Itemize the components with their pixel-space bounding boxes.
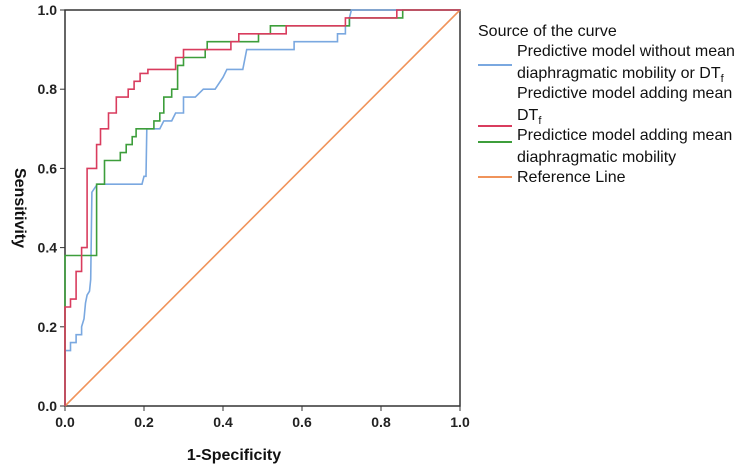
legend-label-text: diaphragmatic mobility <box>517 149 676 166</box>
legend-label-subscript: f <box>538 115 542 127</box>
x-tick-label: 0.2 <box>134 414 154 430</box>
y-tick-label: 0.4 <box>38 240 58 256</box>
y-tick-label: 0.2 <box>38 319 58 335</box>
y-axis-title: Sensitivity <box>11 168 28 248</box>
legend-label-text: DT <box>517 107 539 124</box>
legend-label-text: Predictive model adding mean <box>517 85 732 102</box>
legend-label: Predictive model adding mean <box>517 85 732 102</box>
legend-title: Source of the curve <box>478 23 617 40</box>
legend-label-text: Reference Line <box>517 169 626 186</box>
x-tick-label: 0.0 <box>55 414 75 430</box>
series-layer <box>64 9 461 407</box>
x-axis-title: 1-Specificity <box>187 447 281 464</box>
y-tick-label: 0.8 <box>38 81 58 97</box>
legend-label: Predictive model without mean <box>517 43 735 60</box>
legend-label: DTf <box>517 107 542 127</box>
legend-label: diaphragmatic mobility or DTf <box>517 65 725 85</box>
series-line-3 <box>64 9 461 407</box>
axis-ticks: 0.0 0.2 0.4 0.6 0.8 1.0 0.0 0.2 0.4 0.6 0.8 1.0 <box>38 2 470 430</box>
legend-label: diaphragmatic mobility <box>517 149 676 166</box>
legend: Predictive model without mean diaphragmat… <box>478 43 735 186</box>
x-tick-label: 0.8 <box>371 414 391 430</box>
series-line-0 <box>64 9 460 406</box>
legend-label-text: diaphragmatic mobility or DT <box>517 65 721 82</box>
x-tick-label: 0.6 <box>292 414 312 430</box>
legend-label: Reference Line <box>517 169 626 186</box>
y-tick-label: 0.0 <box>38 398 58 414</box>
series-line-1 <box>64 9 460 406</box>
legend-label-subscript: f <box>721 73 725 85</box>
legend-label-text: Predictice model adding mean <box>517 127 732 144</box>
y-tick-label: 1.0 <box>38 2 58 18</box>
x-tick-label: 0.4 <box>213 414 233 430</box>
x-tick-label: 1.0 <box>450 414 470 430</box>
legend-label: Predictice model adding mean <box>517 127 732 144</box>
legend-label-text: Predictive model without mean <box>517 43 735 60</box>
y-tick-label: 0.6 <box>38 160 58 176</box>
